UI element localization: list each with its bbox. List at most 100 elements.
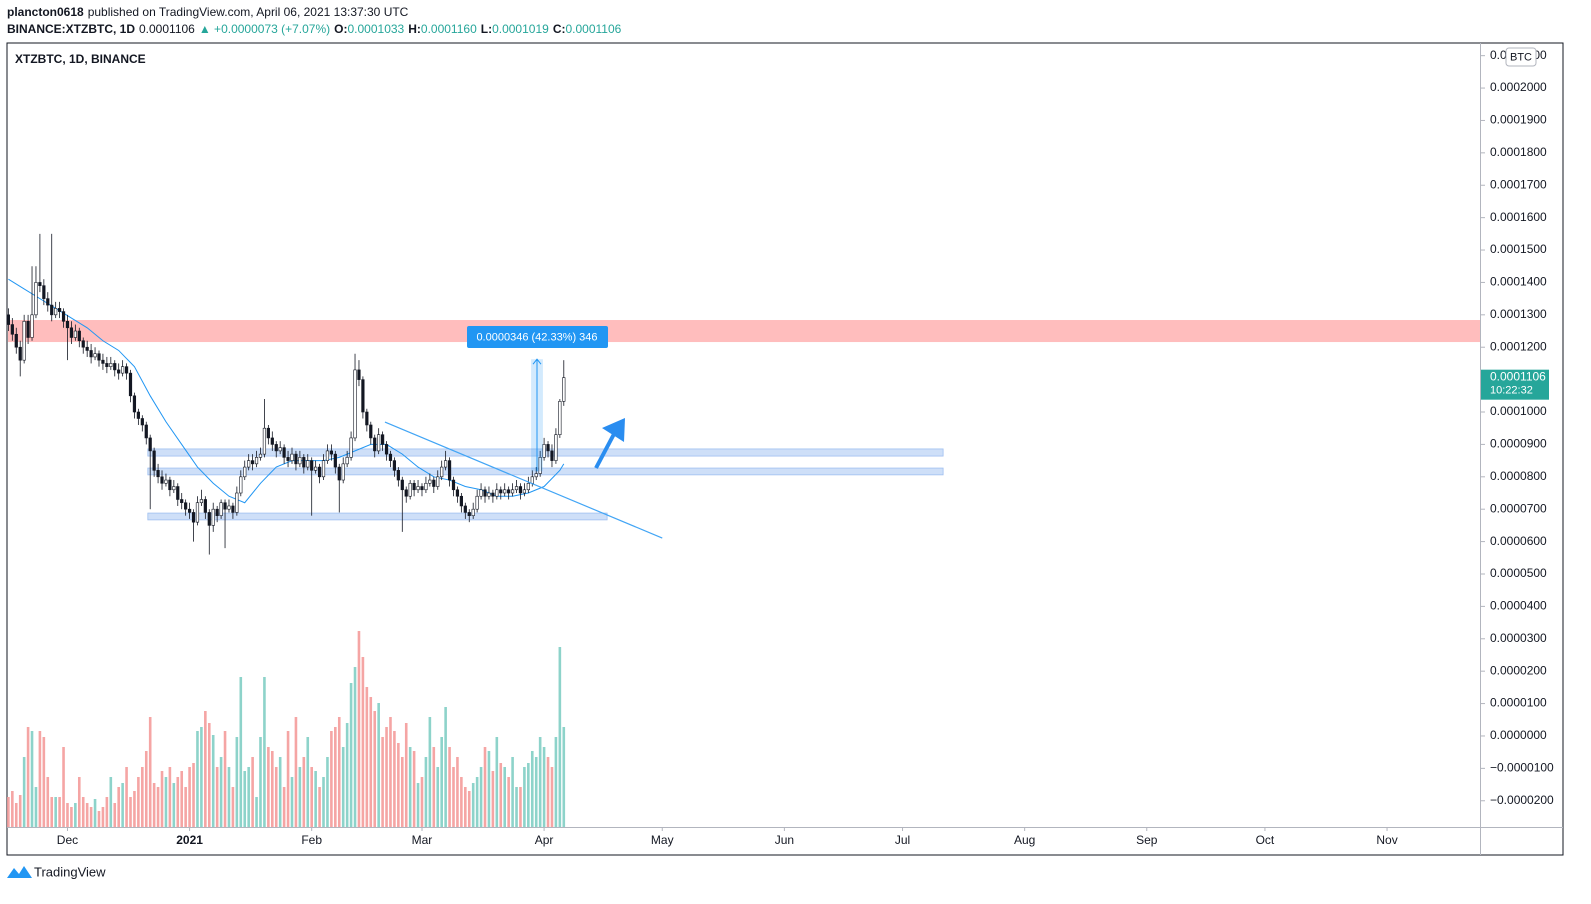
candle-body bbox=[518, 486, 523, 494]
volume-bar bbox=[334, 727, 337, 827]
candle-body bbox=[302, 457, 306, 468]
candle-body bbox=[156, 470, 160, 478]
candle-body bbox=[337, 466, 341, 481]
volume-bar bbox=[369, 697, 373, 827]
volume-bar bbox=[176, 777, 180, 827]
quote-line: BINANCE:XTZBTC, 1D 0.0001106 ▲ +0.000007… bbox=[7, 22, 621, 36]
volume-bar bbox=[530, 751, 534, 827]
volume-bar bbox=[267, 747, 270, 827]
x-tick-label: Dec bbox=[57, 833, 78, 847]
volume-bar bbox=[129, 797, 132, 827]
candle-body bbox=[227, 505, 231, 510]
candle-body bbox=[195, 502, 200, 523]
candle-body bbox=[140, 418, 144, 426]
candle-body bbox=[562, 377, 566, 402]
candle-body bbox=[144, 424, 148, 439]
candle-body bbox=[455, 489, 460, 497]
y-tick-label: 0.0000600 bbox=[1490, 534, 1547, 548]
candle-body bbox=[487, 492, 491, 497]
candle-body bbox=[369, 424, 373, 439]
volume-bar bbox=[393, 731, 396, 827]
candle-body bbox=[34, 282, 38, 316]
y-tick-label: 0.0000700 bbox=[1490, 501, 1547, 515]
candle-body bbox=[444, 460, 448, 468]
candle-body bbox=[172, 486, 176, 491]
candle-body bbox=[321, 460, 326, 478]
candle-body bbox=[357, 369, 361, 380]
volume-bar bbox=[26, 727, 30, 827]
volume-bar bbox=[180, 771, 184, 827]
ohlc-value: 0.0001019 bbox=[492, 22, 549, 36]
candle-body bbox=[239, 476, 243, 494]
candle-body bbox=[223, 502, 227, 510]
candle-body bbox=[290, 453, 294, 461]
volume-bar bbox=[42, 737, 46, 827]
volume-bar bbox=[314, 771, 317, 827]
volume-bar bbox=[148, 717, 152, 827]
y-tick-label: 0.0001400 bbox=[1490, 275, 1547, 289]
volume-bar bbox=[251, 757, 254, 827]
candle-body bbox=[341, 463, 345, 481]
volume-bar bbox=[412, 751, 416, 827]
candle-body bbox=[270, 437, 274, 445]
volume-bar bbox=[200, 727, 203, 827]
volume-bar bbox=[274, 767, 278, 827]
candle-body bbox=[294, 453, 298, 465]
candle-body bbox=[243, 466, 247, 478]
candle-body bbox=[412, 482, 416, 491]
volume-bar bbox=[168, 767, 172, 827]
volume-bar bbox=[34, 787, 38, 827]
logo-icon bbox=[7, 866, 32, 878]
volume-bar bbox=[377, 703, 380, 827]
candle-body bbox=[408, 482, 412, 497]
y-tick-label: 0.0001600 bbox=[1490, 210, 1547, 224]
candle-body bbox=[117, 369, 121, 374]
volume-bar bbox=[298, 767, 302, 827]
candle-body bbox=[77, 330, 81, 342]
volume-bar bbox=[381, 737, 384, 827]
volume-bar bbox=[408, 747, 412, 827]
candle-body bbox=[85, 346, 89, 351]
y-tick-label: 0.0000900 bbox=[1490, 437, 1547, 451]
candle-body bbox=[483, 489, 487, 497]
countdown: 10:22:32 bbox=[1490, 385, 1533, 397]
candle-body bbox=[306, 460, 310, 468]
volume-bar bbox=[255, 797, 258, 827]
volume-bar bbox=[243, 771, 247, 827]
candle-body bbox=[286, 457, 290, 461]
volume-bar bbox=[546, 757, 550, 827]
volume-bar bbox=[164, 777, 168, 827]
candle-body bbox=[310, 460, 314, 471]
volume-bar bbox=[89, 807, 93, 827]
y-tick-label: 0.0001000 bbox=[1490, 404, 1547, 418]
candle-body bbox=[353, 369, 357, 439]
candle-body bbox=[65, 321, 70, 329]
candle-body bbox=[184, 502, 188, 510]
candle-body bbox=[132, 395, 137, 413]
volume-bar bbox=[259, 737, 262, 827]
y-tick-label: 0.0000300 bbox=[1490, 631, 1547, 645]
candle-body bbox=[46, 298, 50, 306]
volume-bar bbox=[519, 787, 522, 827]
volume-bar bbox=[204, 711, 207, 827]
candle-body bbox=[459, 495, 463, 507]
ohlc-value: 0.0001033 bbox=[347, 22, 405, 36]
volume-bar bbox=[101, 807, 105, 827]
candle-body bbox=[6, 314, 10, 325]
currency-box bbox=[1505, 47, 1537, 67]
candle-body bbox=[251, 460, 255, 465]
ohlc-item: O:0.0001033 bbox=[334, 22, 404, 36]
candle-body bbox=[73, 330, 77, 338]
last-price-tag bbox=[1481, 369, 1549, 400]
candle-body bbox=[215, 508, 219, 516]
volume-bar bbox=[542, 747, 546, 827]
volume-bar bbox=[286, 731, 290, 827]
volume-bar bbox=[373, 711, 377, 827]
drawn-arrowhead bbox=[602, 418, 625, 442]
candle-body bbox=[432, 479, 436, 487]
volume-bar bbox=[66, 803, 69, 827]
volume-bar bbox=[18, 795, 22, 827]
candle-body bbox=[168, 479, 172, 491]
candle-body bbox=[467, 512, 471, 516]
volume-bar bbox=[511, 757, 514, 827]
